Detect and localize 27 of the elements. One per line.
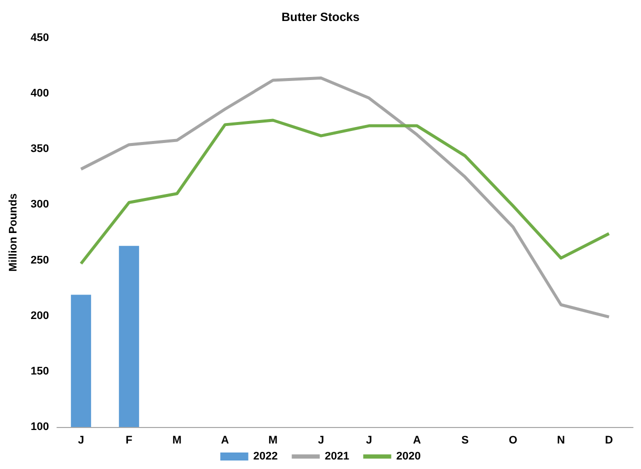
y-tick-label: 400 <box>30 88 49 100</box>
y-tick-label: 450 <box>30 32 49 44</box>
chart-title: Butter Stocks <box>281 10 360 24</box>
line-series <box>80 76 610 318</box>
y-tick-label: 200 <box>30 310 49 322</box>
x-tick-label: F <box>126 434 133 446</box>
legend-label: 2020 <box>396 450 421 462</box>
y-tick-label: 250 <box>30 254 49 266</box>
x-tick-label: J <box>366 434 372 446</box>
x-tick-label: J <box>318 434 324 446</box>
x-tick-label: N <box>557 434 566 446</box>
y-tick-label: 150 <box>30 365 49 378</box>
x-tick-label: A <box>221 434 230 446</box>
x-tick-label: A <box>413 434 422 446</box>
legend-label: 2021 <box>324 450 350 462</box>
x-tick-label: M <box>268 434 278 446</box>
x-tick-label: M <box>172 434 182 446</box>
x-tick-label: J <box>78 434 84 446</box>
legend-label: 2022 <box>253 450 278 462</box>
line-series <box>80 118 610 266</box>
x-tick-label: D <box>605 434 614 446</box>
x-tick-label: S <box>461 434 469 446</box>
x-tick-label: O <box>508 434 518 446</box>
y-tick-label: 300 <box>30 198 49 211</box>
y-tick-label: 350 <box>30 143 49 156</box>
y-axis-title: Million Pounds <box>8 193 20 272</box>
y-tick-label: 100 <box>30 421 49 433</box>
